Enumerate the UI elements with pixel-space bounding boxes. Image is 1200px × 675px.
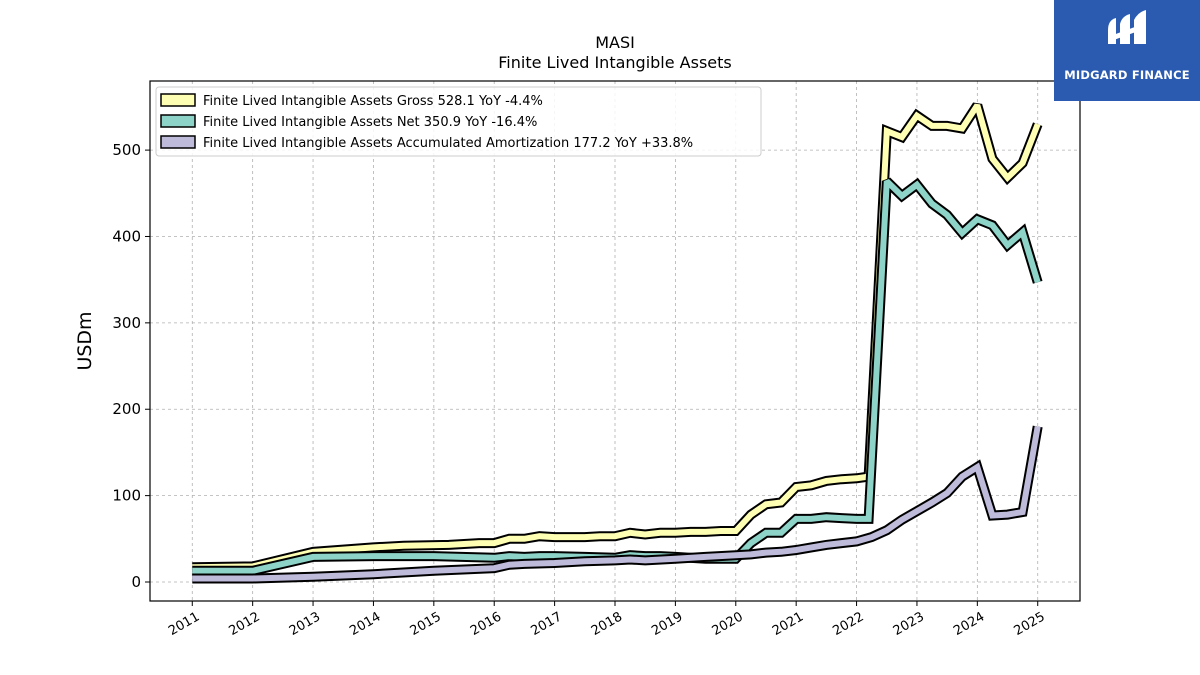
x-tick-label-2012: 2012 [227,609,263,639]
brand-logo: MIDGARD FINANCE [1054,0,1200,101]
legend: Finite Lived Intangible Assets Gross 528… [155,86,762,157]
legend-entry-net: Finite Lived Intangible Assets Net 350.9… [203,115,537,130]
chart-subtitle: Finite Lived Intangible Assets [498,53,731,72]
x-tick-label-2013: 2013 [287,609,323,639]
y-tick-label-100: 100 [112,487,141,505]
x-tick-label-2024: 2024 [951,609,987,639]
logo-text: MIDGARD FINANCE [1064,68,1190,82]
legend-swatch-net [160,114,196,128]
y-tick-label-0: 0 [131,573,141,591]
series-line-net [192,179,1041,574]
x-tick-label-2018: 2018 [589,609,625,639]
x-ticks: 2011 2012 2013 2014 2015 2016 2017 2018 2019 2020… [166,601,1048,639]
x-tick-label-2022: 2022 [830,609,866,639]
x-tick-label-2021: 2021 [770,609,806,639]
series-line-amortization [192,425,1041,582]
legend-entry-gross: Finite Lived Intangible Assets Gross 528… [203,94,543,109]
y-ticks: 0 100 200 300 400 500 [112,141,150,591]
legend-entry-amortization: Finite Lived Intangible Assets Accumulat… [203,136,693,151]
legend-box [155,86,762,157]
chart-title: MASI [595,33,635,52]
x-tick-label-2016: 2016 [468,609,504,639]
x-tick-label-2017: 2017 [528,609,564,639]
y-axis-label: USDm [74,311,96,370]
x-tick-label-2025: 2025 [1012,609,1048,639]
legend-swatch-gross [160,93,196,107]
gridlines [150,81,1080,601]
x-tick-label-2020: 2020 [710,609,746,639]
series-line-gross [192,103,1041,571]
y-tick-label-500: 500 [112,141,141,159]
legend-swatch-amortization [160,135,196,149]
x-tick-label-2014: 2014 [347,609,383,639]
x-tick-label-2011: 2011 [166,609,202,639]
y-tick-label-400: 400 [112,227,141,245]
x-tick-label-2019: 2019 [649,609,685,639]
y-tick-label-300: 300 [112,314,141,332]
y-tick-label-200: 200 [112,400,141,418]
x-tick-label-2015: 2015 [408,609,444,639]
series-lines [192,102,1043,584]
logo-mark-icon [1108,10,1146,44]
x-tick-label-2023: 2023 [891,609,927,639]
